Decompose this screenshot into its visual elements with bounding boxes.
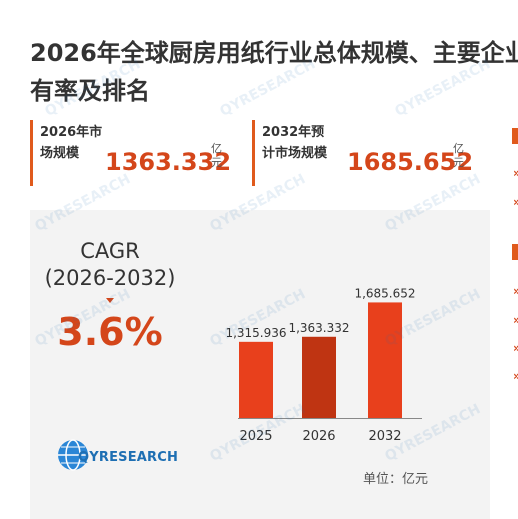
x-tick-label: 2025 <box>239 429 272 444</box>
x-tick-label: 2026 <box>302 429 335 444</box>
section-marker <box>512 128 518 144</box>
cagr-value: 3.6% <box>57 310 163 354</box>
list-bullet-icon: » <box>513 370 518 382</box>
logo-text: QYRESEARCH <box>78 450 179 465</box>
bar-2026 <box>302 336 336 418</box>
list-bullet-icon: » <box>513 167 518 179</box>
report-title: 2026年全球厨房用纸行业总体规模、主要企业 有率及排名 <box>30 34 518 110</box>
title-line-2: 有率及排名 <box>30 77 150 105</box>
title-line-1: 2026年全球厨房用纸行业总体规模、主要企业 <box>30 39 518 67</box>
list-bullet-icon: » <box>513 342 518 354</box>
caret-down-icon <box>106 298 114 303</box>
qyresearch-logo: QYRESEARCH <box>56 430 179 476</box>
chart-panel: CAGR (2026-2032) 3.6% 1,315.936 2025 1,363… <box>30 210 490 519</box>
x-tick-label: 2032 <box>368 429 401 444</box>
bar-2025 <box>239 341 273 418</box>
list-bullet-icon: » <box>513 285 518 297</box>
list-bullet-icon: » <box>513 196 518 208</box>
cagr-label: CAGR (2026-2032) <box>40 238 180 292</box>
bar-value-label: 1,363.332 <box>288 321 349 335</box>
unit-note: 单位：亿元 <box>363 472 429 487</box>
bar-value-label: 1,685.652 <box>354 286 415 300</box>
card-unit: 亿元 <box>211 142 222 169</box>
market-size-2032-card: 2032年预计市场规模 1685.652 亿元 <box>252 120 473 186</box>
globe-icon <box>58 439 88 471</box>
list-bullet-icon: » <box>513 314 518 326</box>
bar-2032 <box>368 302 402 418</box>
bar-value-label: 1,315.936 <box>225 326 286 340</box>
card-label: 2032年预计市场规模 <box>262 125 328 161</box>
market-size-bar-chart: 1,315.936 2025 1,363.332 2026 1,685.652 2032 <box>225 286 422 444</box>
cagr-label-line-1: CAGR <box>80 239 140 263</box>
card-label: 2026年市场规模 <box>40 125 103 161</box>
card-value: 1363.332 <box>105 148 232 176</box>
card-value: 1685.652 <box>347 148 474 176</box>
section-marker <box>512 244 518 260</box>
card-unit: 亿元 <box>453 142 464 169</box>
cagr-label-line-2: (2026-2032) <box>44 266 176 290</box>
right-panel-edge: » » » » » » <box>508 0 518 519</box>
market-size-2026-card: 2026年市场规模 1363.332 亿元 <box>30 120 232 186</box>
